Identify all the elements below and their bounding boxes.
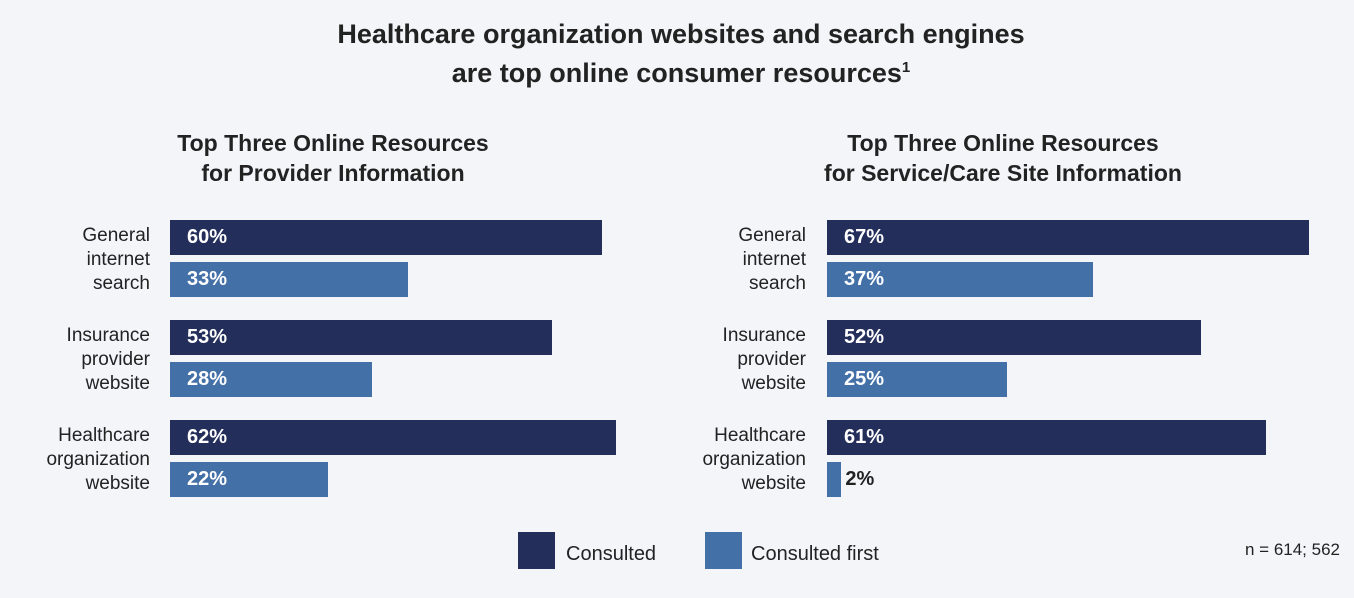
bar-consulted: [170, 320, 552, 355]
bar-consulted-first: [827, 362, 1007, 397]
bar-consulted-first: [170, 262, 408, 297]
legend-label-consulted: Consulted: [566, 543, 657, 565]
bar-value-label: 33%: [187, 268, 228, 290]
bar-consulted-first: [827, 262, 1094, 297]
bar-consulted: [827, 220, 1310, 255]
bar-value-label: 52%: [844, 326, 885, 348]
bar-consulted-first: [827, 462, 842, 497]
bar-consulted: [827, 420, 1267, 455]
bar-value-label: 53%: [187, 326, 228, 348]
category-label: Insurance provider website: [722, 325, 806, 394]
category-label: Insurance provider website: [66, 325, 150, 394]
bar-consulted: [170, 220, 602, 255]
bar-value-label: 25%: [844, 368, 885, 390]
footnote-marker: 1: [901, 59, 911, 76]
legend-label-consulted-first: Consulted first: [751, 543, 879, 565]
left-chart-subtitle: Top Three Online Resources for Provider …: [177, 130, 489, 186]
bar-consulted-first: [170, 462, 329, 497]
bar-value-label: 28%: [187, 368, 228, 390]
category-label: Healthcare organization website: [46, 425, 150, 494]
chart-title-line1: Healthcare organization websites and sea…: [337, 19, 1025, 49]
bar-value-label: 37%: [844, 268, 885, 290]
bar-value-label: 22%: [187, 468, 228, 490]
legend-swatch-consulted-first: [705, 532, 742, 569]
bar-value-label: 2%: [845, 468, 875, 490]
bar-consulted: [170, 420, 617, 455]
bar-value-label: 60%: [187, 226, 228, 248]
bar-value-label: 67%: [844, 226, 885, 248]
right-chart-subtitle: Top Three Online Resources for Service/C…: [824, 130, 1182, 186]
category-label: General internet search: [738, 225, 806, 294]
category-label: Healthcare organization website: [702, 425, 806, 494]
chart-title-line2: are top online consumer resources1: [451, 58, 911, 88]
chart-title: Healthcare organization websites and sea…: [0, 18, 1354, 90]
bar-consulted: [827, 320, 1202, 355]
bar-consulted-first: [170, 362, 372, 397]
sample-size-note: n = 614; 562: [1244, 540, 1340, 559]
legend-swatch-consulted: [518, 532, 555, 569]
bar-value-label: 62%: [187, 426, 228, 448]
category-label: General internet search: [82, 225, 150, 294]
bar-value-label: 61%: [844, 426, 885, 448]
